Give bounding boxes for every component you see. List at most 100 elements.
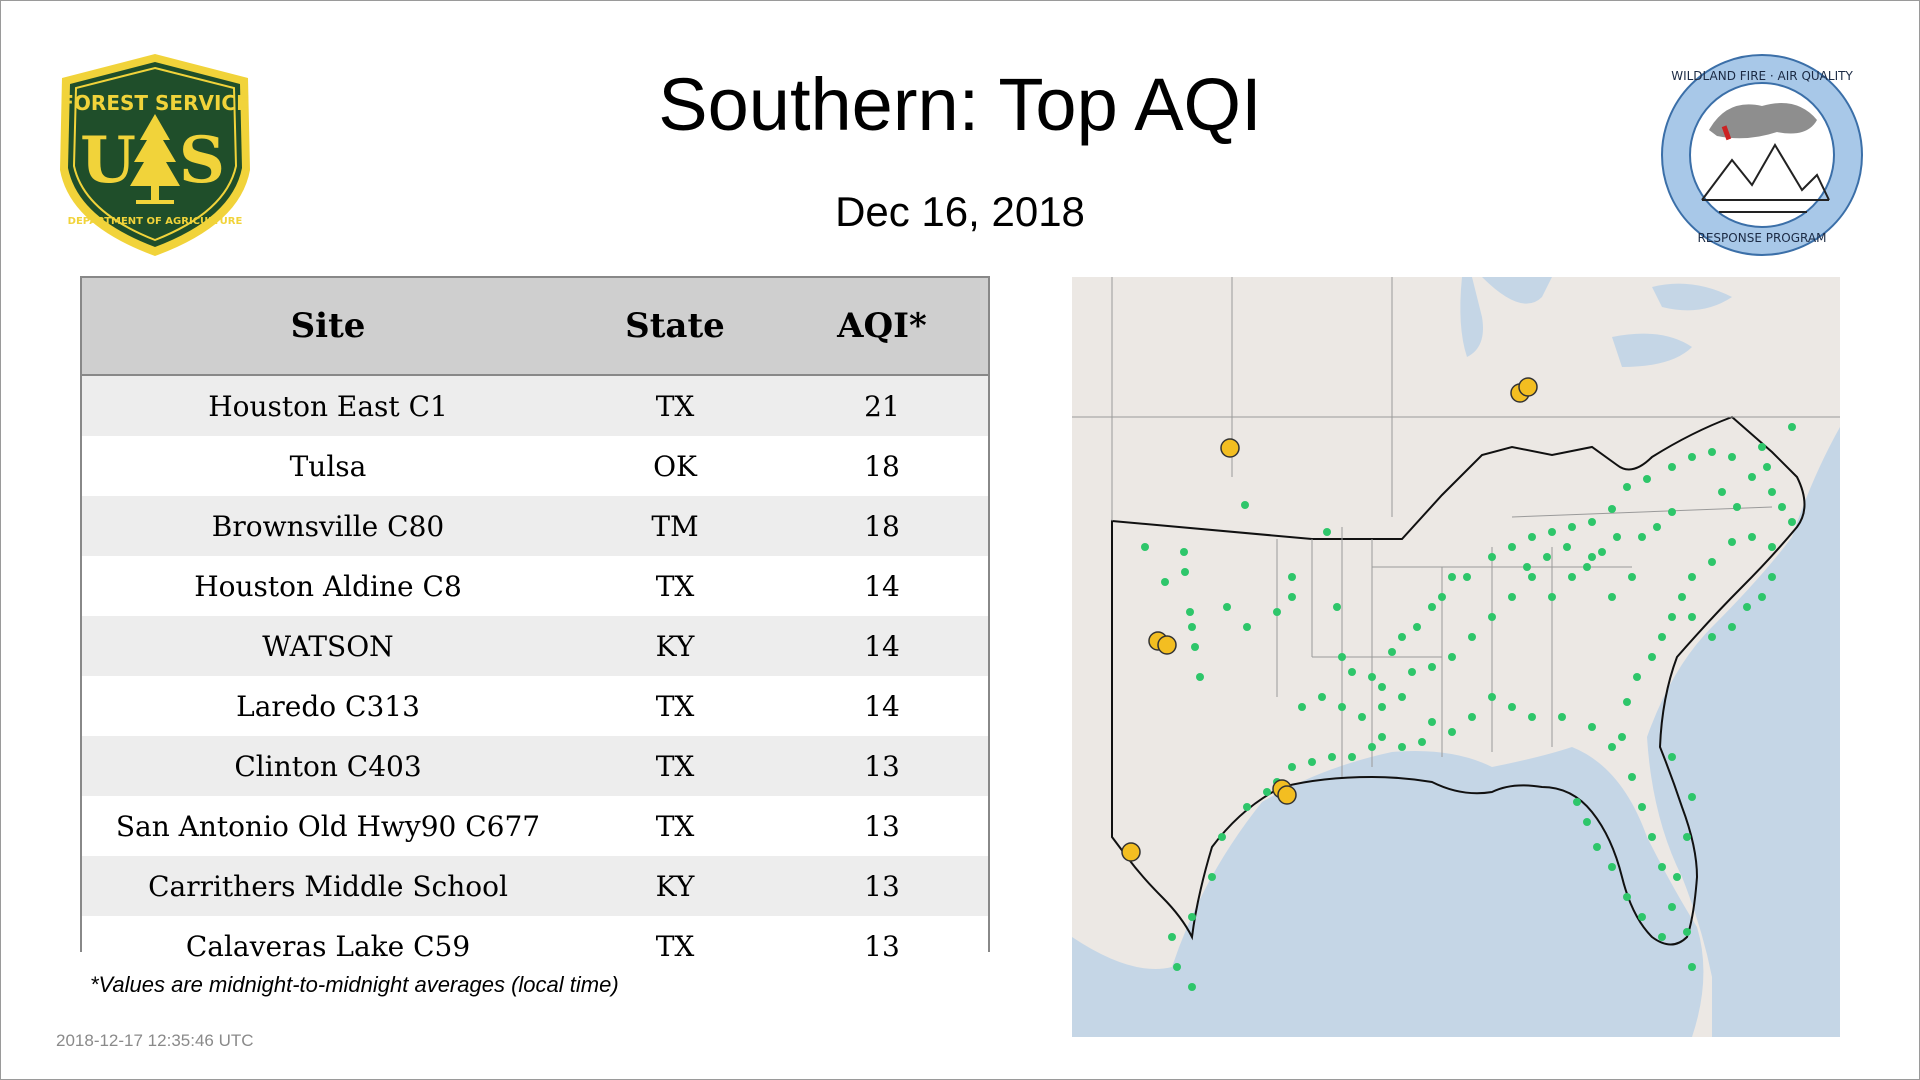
wildland-fire-logo: WILDLAND FIRE · AIR QUALITY RESPONSE PRO… xyxy=(1657,50,1867,260)
good-site-marker xyxy=(1181,568,1189,576)
good-site-marker xyxy=(1593,843,1601,851)
map-atlantic-water xyxy=(1647,427,1840,1037)
good-site-marker xyxy=(1608,743,1616,751)
good-site-marker xyxy=(1463,573,1471,581)
good-site-marker xyxy=(1788,423,1796,431)
good-site-marker xyxy=(1408,668,1416,676)
good-site-marker xyxy=(1488,553,1496,561)
good-site-marker xyxy=(1348,753,1356,761)
good-site-marker xyxy=(1208,873,1216,881)
good-site-marker xyxy=(1633,673,1641,681)
footnote: *Values are midnight-to-midnight average… xyxy=(90,972,619,997)
good-site-marker xyxy=(1758,443,1766,451)
good-site-marker xyxy=(1628,773,1636,781)
good-site-marker xyxy=(1241,501,1249,509)
cell-state: TX xyxy=(574,556,776,616)
logo-bottom-text: DEPARTMENT OF AGRICULTURE xyxy=(68,216,243,227)
good-site-marker xyxy=(1778,503,1786,511)
good-site-marker xyxy=(1333,603,1341,611)
good-site-marker xyxy=(1768,488,1776,496)
good-site-marker xyxy=(1188,623,1196,631)
good-site-marker xyxy=(1188,913,1196,921)
good-site-marker xyxy=(1583,818,1591,826)
cell-site: Clinton C403 xyxy=(82,736,574,796)
good-site-marker xyxy=(1708,558,1716,566)
table-row: Houston East C1 TX 21 xyxy=(82,375,988,436)
good-site-marker xyxy=(1428,603,1436,611)
good-site-marker xyxy=(1668,463,1676,471)
map-lake-ontario xyxy=(1652,283,1732,311)
good-site-marker xyxy=(1298,703,1306,711)
pine-tree-icon xyxy=(130,114,180,204)
good-site-marker xyxy=(1273,608,1281,616)
cell-state: TX xyxy=(574,916,776,976)
good-site-marker xyxy=(1668,508,1676,516)
good-site-marker xyxy=(1378,683,1386,691)
cell-state: TX xyxy=(574,796,776,856)
table-row: San Antonio Old Hwy90 C677 TX 13 xyxy=(82,796,988,856)
good-site-marker xyxy=(1186,608,1194,616)
good-site-marker xyxy=(1378,703,1386,711)
good-site-marker xyxy=(1508,543,1516,551)
good-site-marker xyxy=(1678,593,1686,601)
good-site-marker xyxy=(1658,933,1666,941)
good-site-marker xyxy=(1563,543,1571,551)
good-site-marker xyxy=(1688,453,1696,461)
table-row: Clinton C403 TX 13 xyxy=(82,736,988,796)
top-aqi-table: Site State AQI* Houston East C1 TX 21 Tu… xyxy=(80,276,990,976)
good-site-marker xyxy=(1628,573,1636,581)
good-site-marker xyxy=(1141,543,1149,551)
good-site-marker xyxy=(1608,863,1616,871)
good-site-marker xyxy=(1568,523,1576,531)
good-site-marker xyxy=(1558,713,1566,721)
good-site-marker xyxy=(1688,613,1696,621)
good-site-marker xyxy=(1668,903,1676,911)
good-site-marker xyxy=(1748,473,1756,481)
cell-aqi: 13 xyxy=(776,796,988,856)
good-site-marker xyxy=(1658,863,1666,871)
good-site-marker xyxy=(1588,723,1596,731)
good-site-marker xyxy=(1428,718,1436,726)
cell-aqi: 14 xyxy=(776,556,988,616)
cell-aqi: 18 xyxy=(776,436,988,496)
good-site-marker xyxy=(1638,913,1646,921)
cell-aqi: 18 xyxy=(776,496,988,556)
good-site-marker xyxy=(1623,893,1631,901)
region-outline xyxy=(1111,415,1806,946)
good-site-marker xyxy=(1448,653,1456,661)
good-site-marker xyxy=(1348,668,1356,676)
column-header-aqi: AQI* xyxy=(776,278,988,376)
good-site-marker xyxy=(1708,633,1716,641)
good-site-marker xyxy=(1218,833,1226,841)
table-header-row: Site State AQI* xyxy=(82,278,988,376)
good-site-marker xyxy=(1743,603,1751,611)
good-site-marker xyxy=(1288,573,1296,581)
good-site-marker xyxy=(1683,928,1691,936)
map-lake-erie xyxy=(1612,333,1692,367)
good-site-marker xyxy=(1768,543,1776,551)
good-site-marker xyxy=(1180,548,1188,556)
cell-site: Brownsville C80 xyxy=(82,496,574,556)
cell-state: TX xyxy=(574,375,776,436)
map-lake-michigan xyxy=(1460,277,1483,357)
good-site-marker xyxy=(1568,573,1576,581)
good-site-marker xyxy=(1688,573,1696,581)
good-site-marker xyxy=(1188,983,1196,991)
good-site-marker xyxy=(1398,633,1406,641)
good-site-marker xyxy=(1643,475,1651,483)
forest-service-logo: FOREST SERVICE U S DEPARTMENT OF AGRICUL… xyxy=(50,50,260,260)
good-site-marker xyxy=(1548,593,1556,601)
good-site-marker xyxy=(1428,663,1436,671)
table-row: Tulsa OK 18 xyxy=(82,436,988,496)
good-site-marker xyxy=(1398,743,1406,751)
good-site-marker xyxy=(1528,713,1536,721)
good-site-marker xyxy=(1523,563,1531,571)
cell-site: Houston Aldine C8 xyxy=(82,556,574,616)
svg-text:U: U xyxy=(80,123,136,198)
good-site-marker xyxy=(1588,518,1596,526)
good-site-marker xyxy=(1173,963,1181,971)
good-site-marker xyxy=(1263,788,1271,796)
good-site-marker xyxy=(1223,603,1231,611)
good-site-marker xyxy=(1488,693,1496,701)
good-site-marker xyxy=(1191,643,1199,651)
